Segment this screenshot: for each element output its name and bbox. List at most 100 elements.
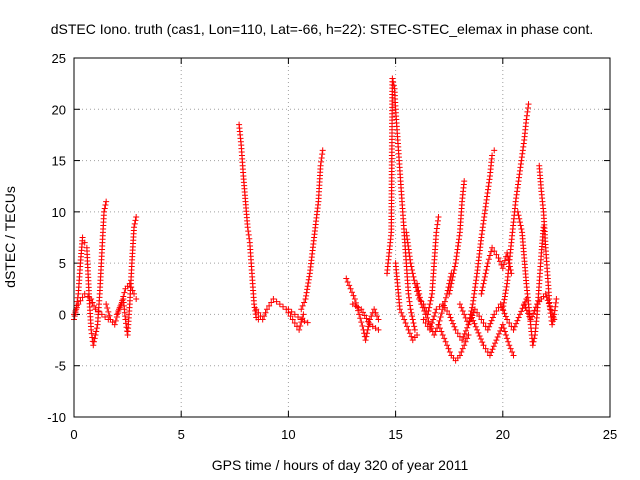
data-point-marker bbox=[499, 265, 506, 272]
data-point-marker bbox=[504, 316, 511, 323]
data-point-marker bbox=[447, 314, 454, 321]
data-point-marker bbox=[507, 345, 514, 352]
data-point-marker bbox=[375, 316, 382, 323]
data-point-marker bbox=[419, 304, 426, 311]
data-point-marker bbox=[500, 299, 507, 306]
data-point-marker bbox=[518, 225, 525, 232]
data-point-marker bbox=[93, 325, 100, 332]
data-point-marker bbox=[475, 329, 482, 336]
data-point-marker bbox=[410, 273, 417, 280]
data-point-marker bbox=[491, 311, 498, 318]
data-point-marker bbox=[304, 286, 311, 293]
data-point-marker bbox=[255, 309, 262, 316]
data-point-marker bbox=[422, 311, 429, 318]
data-point-marker bbox=[494, 333, 501, 340]
data-point-marker bbox=[91, 335, 98, 342]
x-tick-label: 5 bbox=[178, 427, 185, 442]
data-point-marker bbox=[74, 298, 81, 305]
data-point-marker bbox=[304, 283, 311, 290]
data-point-marker bbox=[456, 301, 463, 308]
data-point-marker bbox=[450, 270, 457, 277]
data-point-marker bbox=[132, 217, 139, 224]
data-point-marker bbox=[486, 252, 493, 259]
data-point-marker bbox=[471, 306, 478, 313]
data-point-marker bbox=[465, 331, 472, 338]
data-point-marker bbox=[436, 325, 443, 332]
data-point-marker bbox=[280, 303, 287, 310]
data-point-marker bbox=[543, 294, 550, 301]
data-point-marker bbox=[515, 314, 522, 321]
data-point-marker bbox=[356, 311, 363, 318]
data-point-marker bbox=[510, 352, 517, 359]
data-point-marker bbox=[402, 319, 409, 326]
data-point-marker bbox=[530, 338, 537, 345]
data-point-marker bbox=[104, 305, 111, 312]
data-point-marker bbox=[360, 309, 367, 316]
data-point-marker bbox=[405, 326, 412, 333]
data-point-marker bbox=[460, 333, 467, 340]
data-point-marker bbox=[485, 256, 492, 263]
data-point-marker bbox=[298, 306, 305, 313]
data-point-marker bbox=[416, 290, 423, 297]
x-tick-label: 10 bbox=[281, 427, 295, 442]
y-tick-label: 5 bbox=[59, 256, 66, 271]
data-point-marker bbox=[408, 333, 415, 340]
data-point-marker bbox=[436, 317, 443, 324]
data-point-marker bbox=[439, 331, 446, 338]
data-point-marker bbox=[344, 278, 351, 285]
data-point-marker bbox=[545, 300, 552, 307]
data-point-marker bbox=[251, 301, 258, 308]
data-point-marker bbox=[252, 311, 259, 318]
data-point-marker bbox=[527, 316, 534, 323]
data-point-marker bbox=[115, 308, 122, 315]
data-point-marker bbox=[462, 338, 469, 345]
data-point-marker bbox=[427, 297, 434, 304]
data-point-marker bbox=[390, 82, 397, 89]
data-point-marker bbox=[468, 315, 475, 322]
data-point-marker bbox=[297, 322, 304, 329]
data-point-marker bbox=[268, 299, 275, 306]
data-point-marker bbox=[421, 308, 428, 315]
data-point-marker bbox=[438, 328, 445, 335]
data-point-marker bbox=[429, 319, 436, 326]
data-point-marker bbox=[420, 316, 427, 323]
data-point-marker bbox=[401, 316, 408, 323]
data-point-marker bbox=[415, 287, 422, 294]
data-point-marker bbox=[422, 319, 429, 326]
data-point-marker bbox=[112, 317, 119, 324]
data-point-marker bbox=[524, 108, 531, 115]
data-point-marker bbox=[447, 284, 454, 291]
data-point-marker bbox=[480, 280, 487, 287]
data-point-marker bbox=[549, 321, 556, 328]
data-point-marker bbox=[129, 287, 136, 294]
data-point-marker bbox=[409, 266, 416, 273]
data-point-marker bbox=[296, 326, 303, 333]
x-axis-label: GPS time / hours of day 320 of year 2011 bbox=[212, 457, 469, 473]
x-tick-label: 15 bbox=[388, 427, 402, 442]
grid-lines bbox=[74, 58, 610, 417]
data-point-marker bbox=[113, 311, 120, 318]
data-point-marker bbox=[72, 308, 79, 315]
data-point-marker bbox=[103, 301, 110, 308]
data-point-marker bbox=[501, 310, 508, 317]
data-point-marker bbox=[437, 313, 444, 320]
data-point-marker bbox=[513, 320, 520, 327]
data-point-marker bbox=[442, 294, 449, 301]
data-point-marker bbox=[75, 301, 82, 308]
data-point-marker bbox=[273, 298, 280, 305]
data-point-marker bbox=[430, 316, 437, 323]
data-point-marker bbox=[511, 323, 518, 330]
chart-title: dSTEC Iono. truth (cas1, Lon=110, Lat=-6… bbox=[51, 21, 594, 37]
data-point-marker bbox=[89, 299, 96, 306]
y-tick-label: 0 bbox=[59, 307, 66, 322]
data-point-marker bbox=[363, 315, 370, 322]
plot-frame bbox=[73, 57, 611, 418]
data-point-marker bbox=[509, 349, 516, 356]
data-point-marker bbox=[261, 313, 268, 320]
data-point-marker bbox=[444, 308, 451, 315]
data-point-marker bbox=[295, 313, 302, 320]
data-point-marker bbox=[306, 273, 313, 280]
data-point-marker bbox=[133, 213, 140, 220]
data-point-marker bbox=[319, 151, 326, 158]
